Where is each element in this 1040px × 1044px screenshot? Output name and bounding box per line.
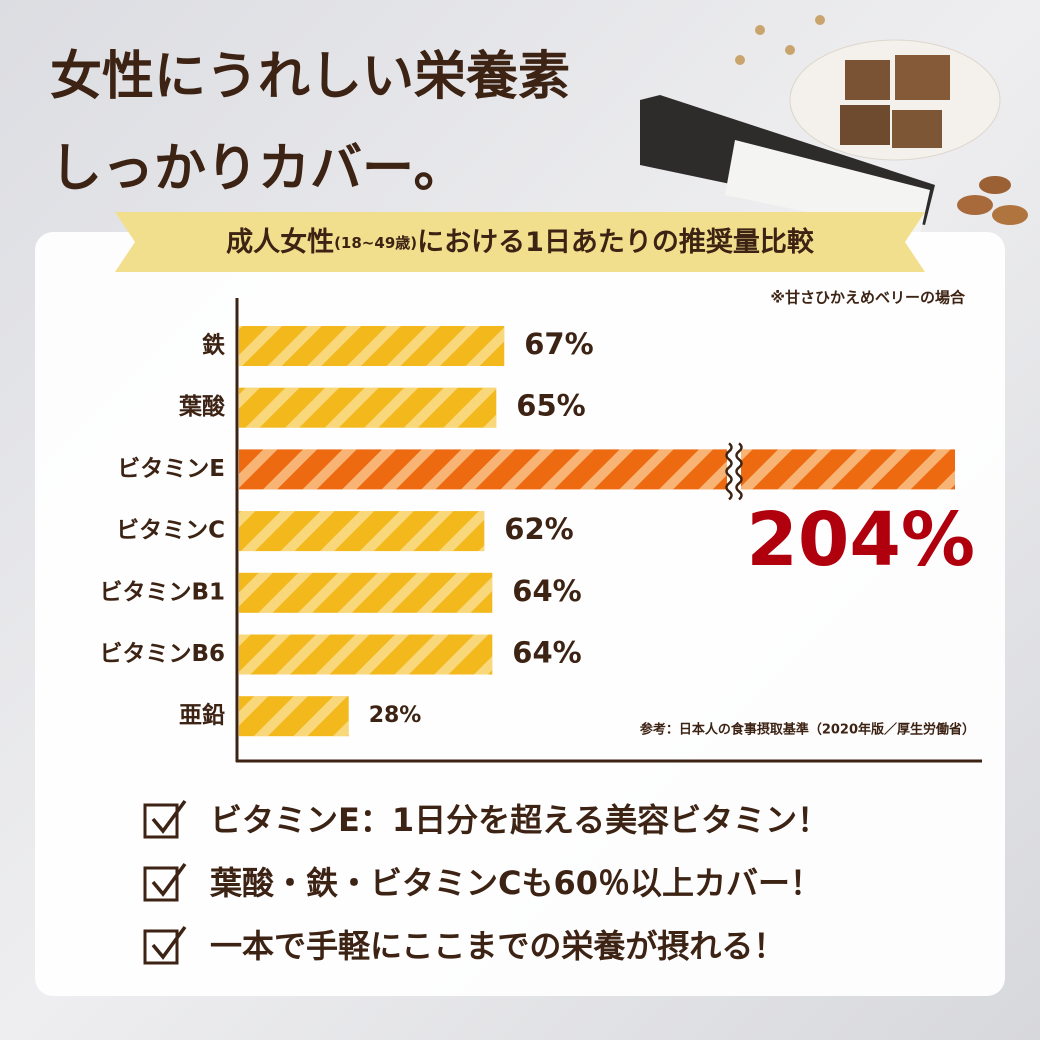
subtitle-part: における1日あたりの推奨量比較: [417, 226, 815, 258]
title: しっかりカバー。: [50, 139, 465, 199]
value-label: 64%: [512, 574, 581, 608]
value-label: 64%: [512, 636, 581, 670]
checkmark: [151, 799, 187, 834]
value-label: 65%: [516, 389, 585, 423]
bar-stripes: [239, 696, 349, 737]
product-photo: [640, 15, 1028, 235]
category-label: 亜鉛: [179, 702, 225, 729]
checkbox: [143, 866, 179, 902]
category-label: ビタミンB1: [99, 579, 225, 605]
checkbox: [143, 929, 179, 965]
value-label: 28%: [369, 703, 422, 728]
checklist-item: 一本で手軽にここまでの栄養が摂れる！: [210, 927, 785, 965]
bar-stripes: [239, 572, 493, 613]
category-label: ビタミンB6: [99, 641, 225, 667]
category-label: ビタミンC: [116, 518, 225, 544]
category-label: 鉄: [202, 332, 225, 359]
subtitle: 成人女性(18~49歳)における1日あたりの推奨量比較: [226, 226, 815, 258]
bar-stripes: [239, 387, 497, 428]
value-label: 62%: [504, 512, 573, 546]
value-label: 67%: [524, 327, 593, 361]
subtitle-part: (18~49歳): [334, 234, 417, 252]
checklist-item: 葉酸・鉄・ビタミンCも60％以上カバー！: [209, 864, 822, 902]
bar-stripes: [239, 511, 485, 552]
checkbox: [143, 803, 179, 839]
checkmark: [151, 862, 187, 897]
subtitle-part: 成人女性: [226, 226, 334, 258]
checklist-item: ビタミンE：1日分を超える美容ビタミン！: [210, 801, 829, 839]
source: 参考：日本人の食事摂取基準（2020年版／厚生労働省）: [640, 722, 975, 738]
break-mark: [735, 442, 743, 501]
category-label: 葉酸: [178, 394, 226, 420]
checkmark: [151, 925, 187, 960]
ribbon: [115, 212, 925, 272]
value-label: 204%: [746, 497, 975, 583]
plot: [239, 326, 955, 737]
bar-stripes: [239, 449, 955, 490]
category-label: ビタミンE: [117, 456, 225, 482]
title: 女性にうれしい栄養素: [50, 47, 570, 107]
bar-stripes: [239, 326, 505, 366]
bar-stripes: [239, 634, 493, 675]
break-mark: [725, 442, 733, 501]
note: ※甘さひかえめベリーの場合: [770, 289, 966, 307]
